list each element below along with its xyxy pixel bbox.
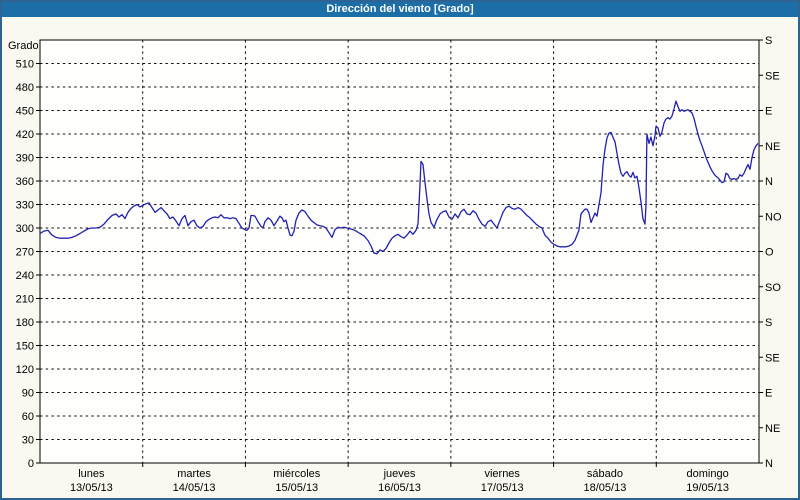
day-date-label: 18/05/13 xyxy=(584,482,627,494)
y-tick-label: 300 xyxy=(16,223,34,235)
y-tick-label: 330 xyxy=(16,200,34,212)
day-date-label: 15/05/13 xyxy=(275,482,318,494)
y-tick-label: 60 xyxy=(22,411,34,423)
y-tick-label: 150 xyxy=(16,341,34,353)
day-name-label: sábado xyxy=(587,468,623,480)
compass-tick-label: N xyxy=(765,458,773,470)
compass-tick-label: NE xyxy=(765,141,780,153)
compass-tick-label: NO xyxy=(765,211,782,223)
y-tick-label: 510 xyxy=(16,59,34,71)
chart-title: Dirección del viento [Grado] xyxy=(326,3,474,15)
compass-tick-label: SE xyxy=(765,70,780,82)
day-name-label: lunes xyxy=(78,468,105,480)
compass-tick-label: E xyxy=(765,106,772,118)
y-tick-label: 390 xyxy=(16,153,34,165)
y-tick-label: 210 xyxy=(16,294,34,306)
day-name-label: viernes xyxy=(484,468,520,480)
day-name-label: martes xyxy=(177,468,211,480)
y-tick-label: 420 xyxy=(16,129,34,141)
compass-tick-label: SO xyxy=(765,282,781,294)
day-date-label: 19/05/13 xyxy=(686,482,729,494)
day-date-label: 13/05/13 xyxy=(70,482,113,494)
compass-tick-label: E xyxy=(765,388,772,400)
y-tick-label: 480 xyxy=(16,82,34,94)
y-tick-label: 450 xyxy=(16,106,34,118)
y-tick-label: 0 xyxy=(28,458,34,470)
y-axis-unit-label: Grado xyxy=(8,40,39,52)
day-name-label: miércoles xyxy=(273,468,321,480)
compass-tick-label: NE xyxy=(765,423,780,435)
title-bar: Dirección del viento [Grado] xyxy=(2,2,798,17)
compass-tick-label: O xyxy=(765,247,774,259)
y-tick-label: 240 xyxy=(16,270,34,282)
y-tick-label: 180 xyxy=(16,317,34,329)
compass-tick-label: S xyxy=(765,317,772,329)
day-date-label: 14/05/13 xyxy=(173,482,216,494)
y-tick-label: 90 xyxy=(22,388,34,400)
compass-tick-label: S xyxy=(765,35,772,47)
y-tick-label: 360 xyxy=(16,176,34,188)
y-tick-label: 30 xyxy=(22,435,34,447)
day-date-label: 17/05/13 xyxy=(481,482,524,494)
compass-tick-label: N xyxy=(765,176,773,188)
day-name-label: domingo xyxy=(687,468,729,480)
wind-direction-line xyxy=(39,100,759,255)
y-tick-label: 270 xyxy=(16,247,34,259)
y-tick-label: 120 xyxy=(16,364,34,376)
day-date-label: 16/05/13 xyxy=(378,482,421,494)
day-name-label: jueves xyxy=(383,468,416,480)
compass-tick-label: SE xyxy=(765,352,780,364)
